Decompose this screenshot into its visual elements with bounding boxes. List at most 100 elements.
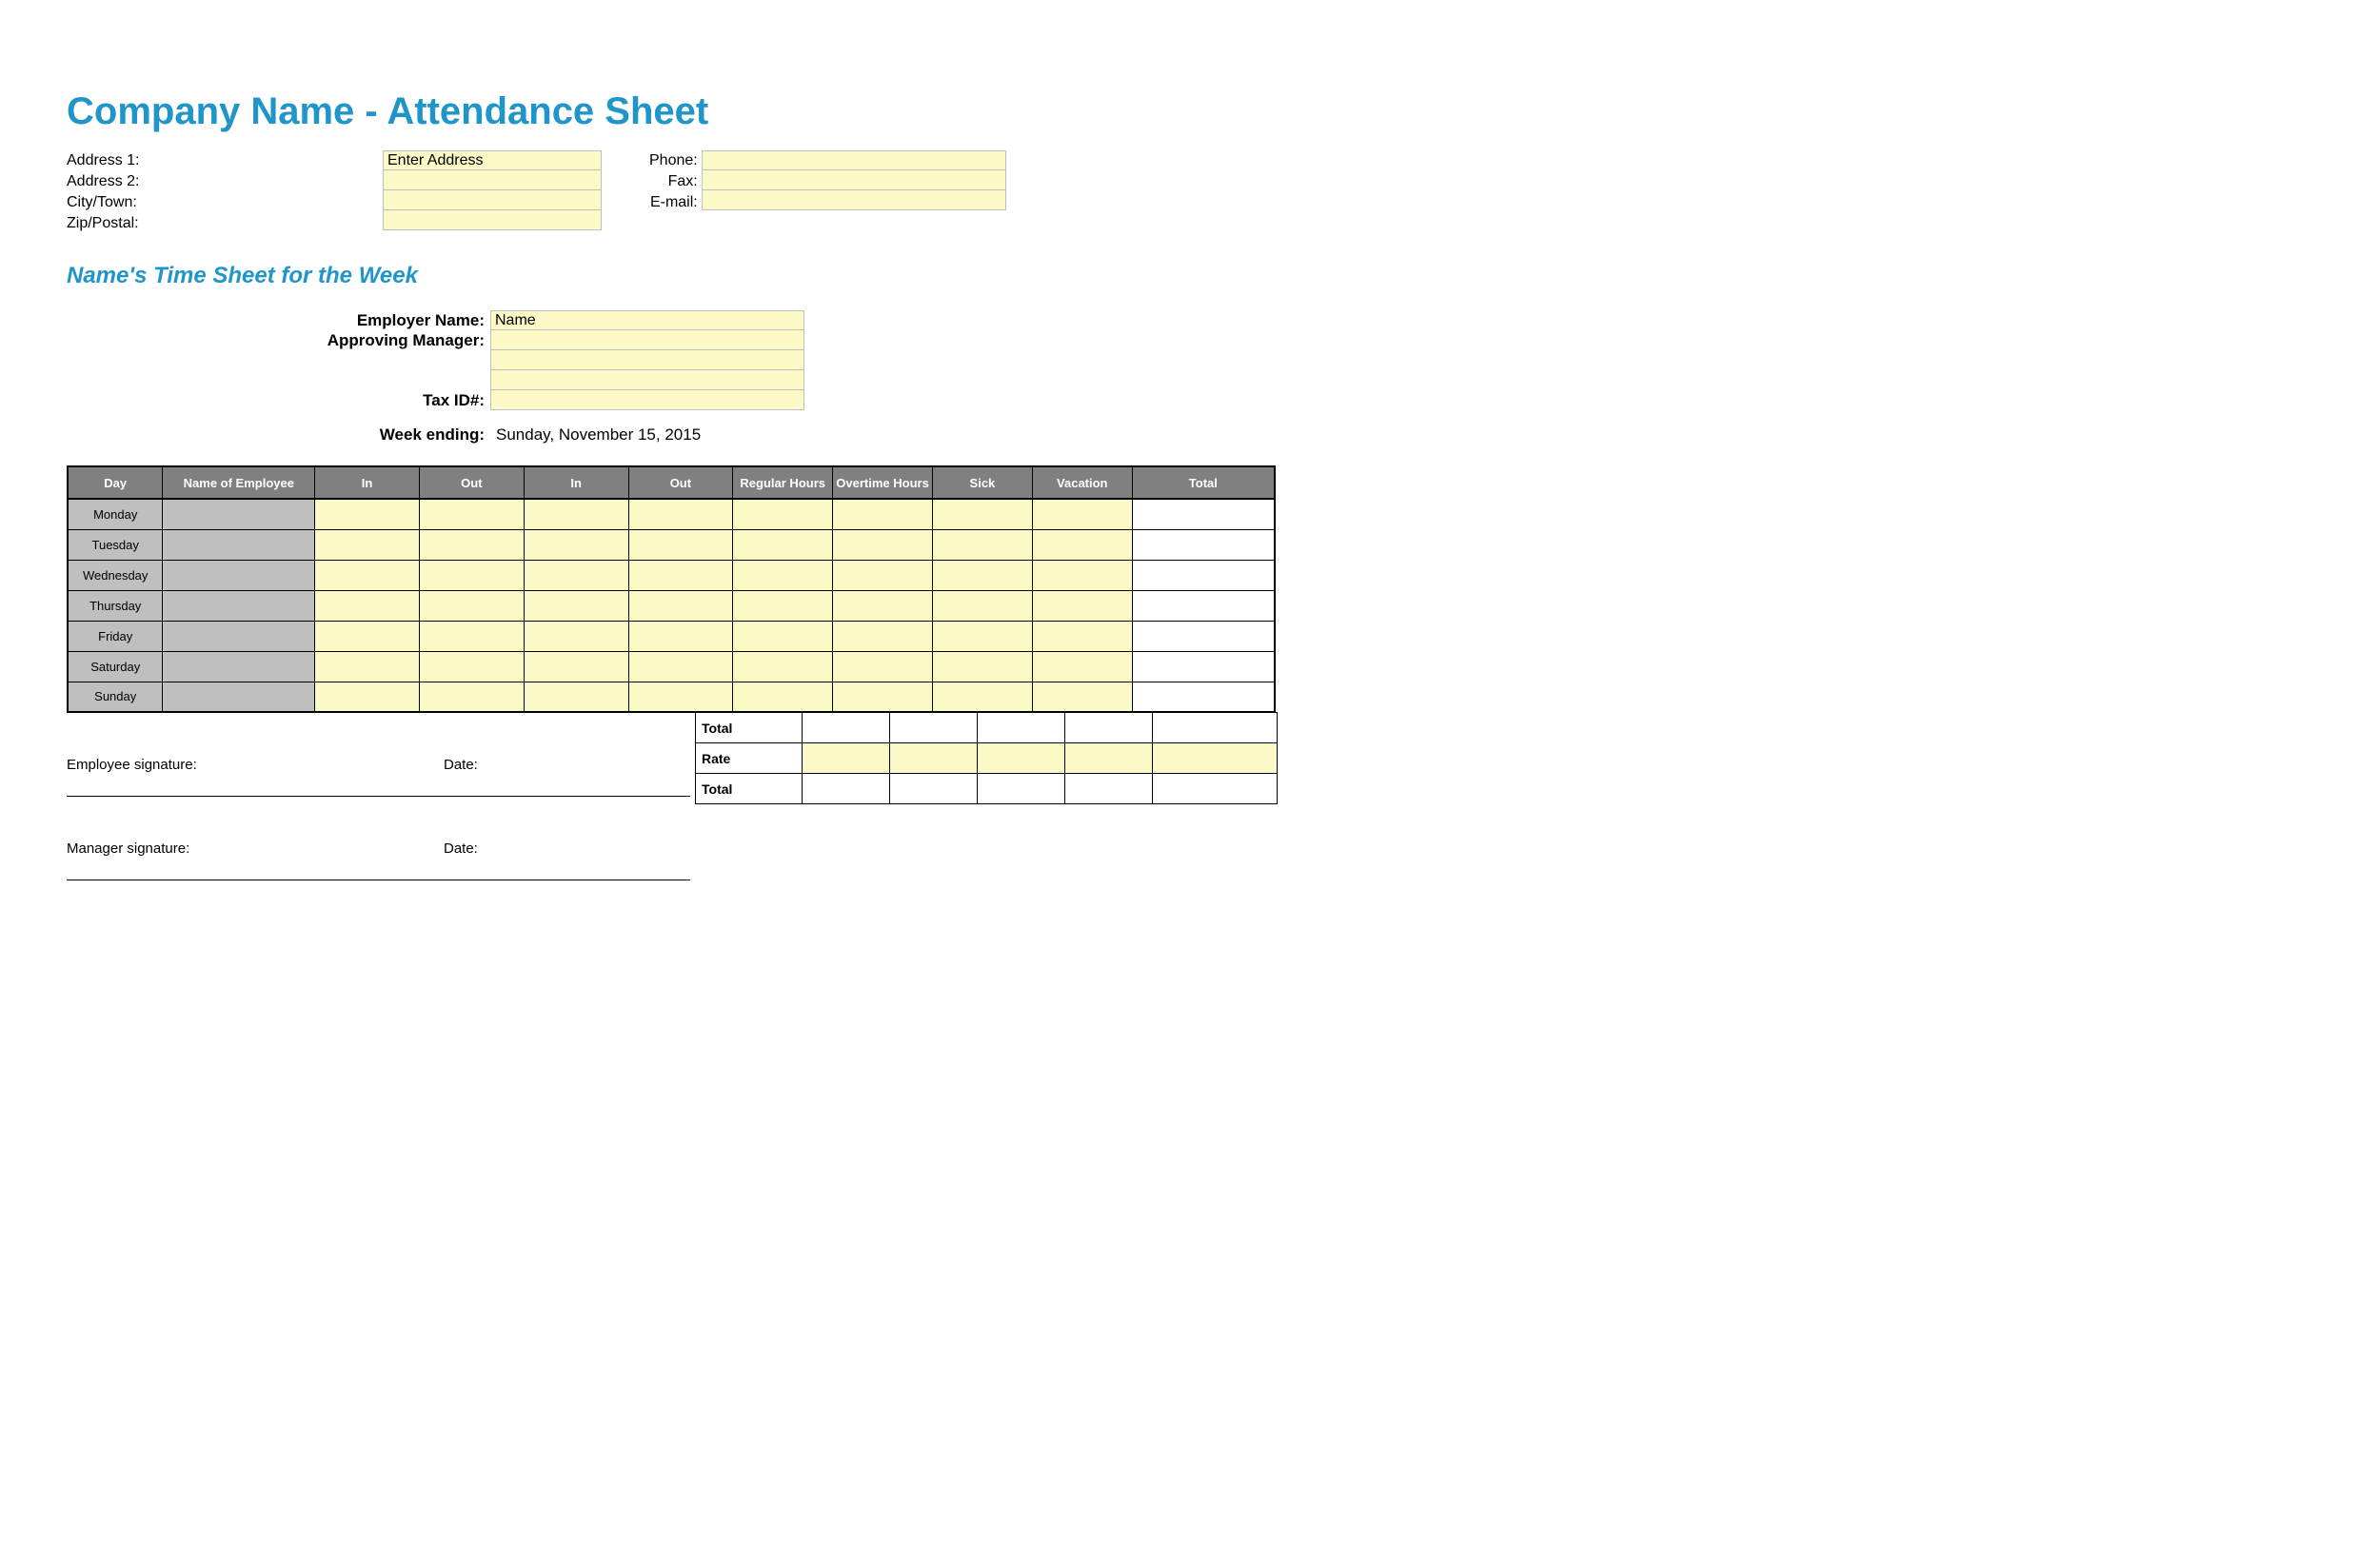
summary-label: Total (696, 713, 803, 743)
field-approving-manager[interactable] (490, 330, 804, 350)
entry-cell[interactable] (524, 651, 628, 682)
entry-cell[interactable] (733, 651, 833, 682)
entry-cell[interactable] (833, 682, 933, 712)
entry-cell[interactable] (628, 529, 733, 560)
entry-cell[interactable] (628, 682, 733, 712)
col-header: Vacation (1032, 466, 1132, 499)
entry-cell[interactable] (933, 621, 1033, 651)
entry-cell[interactable] (733, 682, 833, 712)
label-employee-date: Date: (444, 757, 691, 773)
col-header: Out (628, 466, 733, 499)
entry-cell[interactable] (933, 529, 1033, 560)
field-address1[interactable]: Enter Address (383, 150, 602, 170)
entry-cell[interactable] (315, 499, 420, 529)
field-fax[interactable] (702, 170, 1006, 190)
signature-area: Employee signature: Date: Manager signat… (67, 757, 2313, 880)
field-address2[interactable] (383, 170, 602, 190)
summary-cell (1152, 713, 1277, 743)
entry-cell[interactable] (524, 590, 628, 621)
entry-cell[interactable] (1032, 590, 1132, 621)
col-header: In (315, 466, 420, 499)
entry-cell[interactable] (833, 590, 933, 621)
field-employer-name[interactable]: Name (490, 310, 804, 330)
field-extra2[interactable] (490, 370, 804, 390)
entry-cell[interactable] (315, 560, 420, 590)
entry-cell[interactable] (315, 651, 420, 682)
table-row: Tuesday (68, 529, 1275, 560)
entry-cell[interactable] (933, 499, 1033, 529)
employee-name-cell[interactable] (163, 529, 315, 560)
col-header: Day (68, 466, 163, 499)
entry-cell[interactable] (733, 621, 833, 651)
entry-cell[interactable] (419, 651, 524, 682)
table-row: Thursday (68, 590, 1275, 621)
entry-cell[interactable] (628, 651, 733, 682)
entry-cell[interactable] (833, 529, 933, 560)
day-cell: Monday (68, 499, 163, 529)
entry-cell[interactable] (628, 560, 733, 590)
entry-cell[interactable] (419, 682, 524, 712)
day-cell: Wednesday (68, 560, 163, 590)
entry-cell[interactable] (1032, 499, 1132, 529)
entry-cell[interactable] (315, 621, 420, 651)
entry-cell[interactable] (833, 621, 933, 651)
entry-cell[interactable] (419, 560, 524, 590)
entry-cell[interactable] (833, 651, 933, 682)
employee-name-cell[interactable] (163, 621, 315, 651)
entry-cell[interactable] (524, 529, 628, 560)
col-header: Regular Hours (733, 466, 833, 499)
entry-cell[interactable] (628, 590, 733, 621)
employee-name-cell[interactable] (163, 560, 315, 590)
subtitle: Name's Time Sheet for the Week (67, 263, 2313, 289)
entry-cell[interactable] (833, 499, 933, 529)
employee-name-cell[interactable] (163, 590, 315, 621)
field-phone[interactable] (702, 150, 1006, 170)
entry-cell[interactable] (315, 529, 420, 560)
employee-signature-line[interactable] (67, 796, 690, 797)
entry-cell[interactable] (933, 651, 1033, 682)
employee-name-cell[interactable] (163, 499, 315, 529)
entry-cell[interactable] (524, 621, 628, 651)
entry-cell[interactable] (1032, 651, 1132, 682)
total-cell (1132, 682, 1275, 712)
employee-name-cell[interactable] (163, 682, 315, 712)
entry-cell[interactable] (733, 590, 833, 621)
page-title: Company Name - Attendance Sheet (67, 90, 2313, 133)
entry-cell[interactable] (524, 682, 628, 712)
entry-cell[interactable] (1032, 529, 1132, 560)
day-cell: Sunday (68, 682, 163, 712)
entry-cell[interactable] (419, 621, 524, 651)
entry-cell[interactable] (733, 499, 833, 529)
field-city[interactable] (383, 190, 602, 210)
table-row: Monday (68, 499, 1275, 529)
label-employer-name: Employer Name: (67, 310, 490, 330)
label-zip: Zip/Postal: (67, 213, 139, 234)
entry-cell[interactable] (628, 499, 733, 529)
entry-cell[interactable] (733, 529, 833, 560)
entry-cell[interactable] (419, 529, 524, 560)
week-ending: Week ending: Sunday, November 15, 2015 (67, 425, 2313, 445)
entry-cell[interactable] (419, 590, 524, 621)
table-row: Wednesday (68, 560, 1275, 590)
field-zip[interactable] (383, 210, 602, 230)
entry-cell[interactable] (1032, 621, 1132, 651)
summary-row: Total (696, 713, 1278, 743)
entry-cell[interactable] (419, 499, 524, 529)
employee-name-cell[interactable] (163, 651, 315, 682)
field-taxid[interactable] (490, 390, 804, 410)
entry-cell[interactable] (628, 621, 733, 651)
entry-cell[interactable] (315, 682, 420, 712)
entry-cell[interactable] (524, 499, 628, 529)
col-header: Out (419, 466, 524, 499)
entry-cell[interactable] (933, 682, 1033, 712)
entry-cell[interactable] (1032, 682, 1132, 712)
field-email[interactable] (702, 190, 1006, 210)
entry-cell[interactable] (733, 560, 833, 590)
entry-cell[interactable] (933, 560, 1033, 590)
field-extra1[interactable] (490, 350, 804, 370)
entry-cell[interactable] (933, 590, 1033, 621)
entry-cell[interactable] (833, 560, 933, 590)
entry-cell[interactable] (315, 590, 420, 621)
entry-cell[interactable] (524, 560, 628, 590)
entry-cell[interactable] (1032, 560, 1132, 590)
